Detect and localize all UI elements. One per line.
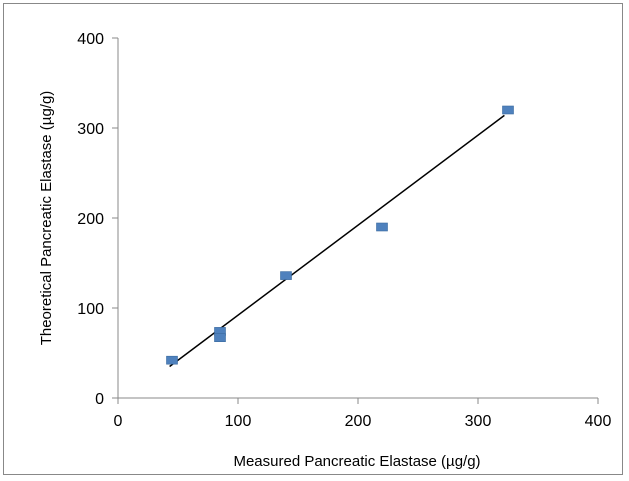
x-tick-label: 200	[345, 413, 372, 430]
data-point	[166, 355, 178, 365]
data-points	[166, 105, 514, 365]
x-tick-label: 0	[114, 413, 123, 430]
x-tick-label: 100	[225, 413, 252, 430]
y-tick-label: 300	[77, 121, 104, 138]
axes	[112, 37, 599, 404]
chart-frame	[3, 3, 623, 475]
x-tick-label: 400	[585, 413, 612, 430]
y-tick-label: 200	[77, 211, 104, 228]
x-axis-title: Measured Pancreatic Elastase (µg/g)	[233, 453, 480, 470]
data-point	[280, 271, 292, 280]
y-tick-label: 400	[77, 31, 104, 48]
data-point	[214, 333, 226, 343]
trendline	[169, 114, 505, 368]
x-tick-label: 300	[465, 413, 492, 430]
tick-labels: 0 100 200 300 400 0 100 200 300 400	[77, 31, 611, 430]
data-point	[376, 222, 388, 232]
y-tick-label: 0	[95, 391, 104, 408]
y-axis-title: Theoretical Pancreatic Elastase (µg/g)	[38, 91, 55, 346]
y-tick-label: 100	[77, 301, 104, 318]
data-point	[502, 105, 514, 115]
